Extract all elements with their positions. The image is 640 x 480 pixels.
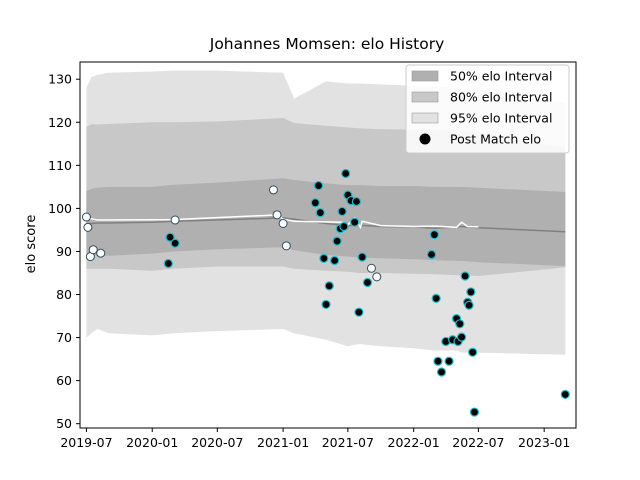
elo-point-light <box>88 245 98 255</box>
y-tick-label: 100 <box>48 201 72 216</box>
elo-point <box>332 236 342 246</box>
elo-point <box>330 255 340 266</box>
elo-point <box>426 249 437 260</box>
y-tick-label: 80 <box>56 287 72 302</box>
elo-point <box>321 299 331 310</box>
elo-point <box>429 230 439 240</box>
elo-point <box>319 253 329 263</box>
y-tick-label: 60 <box>56 373 72 388</box>
legend-label: 80% elo Interval <box>450 90 552 105</box>
elo-point-light <box>278 218 288 228</box>
y-axis-label: elo score <box>24 215 39 274</box>
elo-point <box>315 208 325 218</box>
legend-label: 50% elo Interval <box>450 69 552 84</box>
legend-label: Post Match elo <box>450 132 541 147</box>
legend-label: 95% elo Interval <box>450 111 552 126</box>
chart-title: Johannes Momsen: elo History <box>209 35 445 53</box>
elo-point <box>431 293 441 303</box>
x-tick-label: 2022-07 <box>452 435 504 450</box>
x-tick-label: 2021-07 <box>322 435 374 450</box>
x-tick-label: 2022-01 <box>388 435 440 450</box>
y-tick-label: 130 <box>48 72 72 87</box>
elo-point <box>170 238 180 248</box>
y-tick-label: 120 <box>48 115 72 130</box>
y-tick-label: 50 <box>56 416 72 431</box>
elo-point-light <box>96 248 106 258</box>
elo-point <box>469 407 480 417</box>
elo-point <box>436 367 447 377</box>
legend: 50% elo Interval 80% elo Interval 95% elo … <box>405 64 570 154</box>
elo-point <box>324 281 334 291</box>
elo-point <box>350 217 360 227</box>
elo-point <box>354 307 364 317</box>
elo-point <box>460 271 470 281</box>
y-tick-label: 70 <box>56 330 72 345</box>
legend-marker <box>419 133 431 145</box>
elo-point-light <box>81 212 91 222</box>
elo-point-light <box>170 215 180 225</box>
x-tick-label: 2019-07 <box>60 435 112 450</box>
legend-box <box>405 64 570 154</box>
y-tick-label: 110 <box>48 158 72 173</box>
elo-point-light <box>272 210 282 220</box>
elo-point <box>357 252 367 262</box>
elo-point <box>165 232 175 242</box>
y-tick-label: 90 <box>56 244 72 259</box>
elo-point <box>468 347 478 357</box>
elo-point-light <box>83 222 93 232</box>
elo-point <box>455 319 465 329</box>
elo-point <box>456 332 467 342</box>
elo-point <box>433 356 443 366</box>
x-tick-label: 2020-01 <box>126 435 178 450</box>
elo-point <box>351 196 362 207</box>
elo-point <box>163 258 173 269</box>
x-tick-label: 2020-07 <box>191 435 243 450</box>
legend-swatch <box>411 70 439 82</box>
elo-point <box>560 389 570 400</box>
elo-point-light <box>281 241 291 251</box>
x-tick-label: 2021-01 <box>257 435 309 450</box>
elo-point <box>310 198 320 208</box>
elo-point <box>362 277 373 288</box>
elo-point-light <box>366 263 376 273</box>
elo-point <box>337 206 347 217</box>
elo-point <box>313 180 324 191</box>
elo-point-light <box>372 272 382 282</box>
legend-swatch <box>411 112 439 124</box>
elo-point-light <box>268 185 278 195</box>
elo-point <box>339 221 349 232</box>
x-tick-label: 2023-01 <box>518 435 570 450</box>
elo-point <box>444 356 454 366</box>
legend-swatch <box>411 91 439 103</box>
plot-frame <box>79 61 577 429</box>
elo-point <box>341 168 351 179</box>
elo-point <box>464 300 474 310</box>
elo-point <box>466 287 476 297</box>
axes: 50 60 70 80 90 100 110 120 130 2019-07 2020-01 2020… <box>48 61 577 450</box>
